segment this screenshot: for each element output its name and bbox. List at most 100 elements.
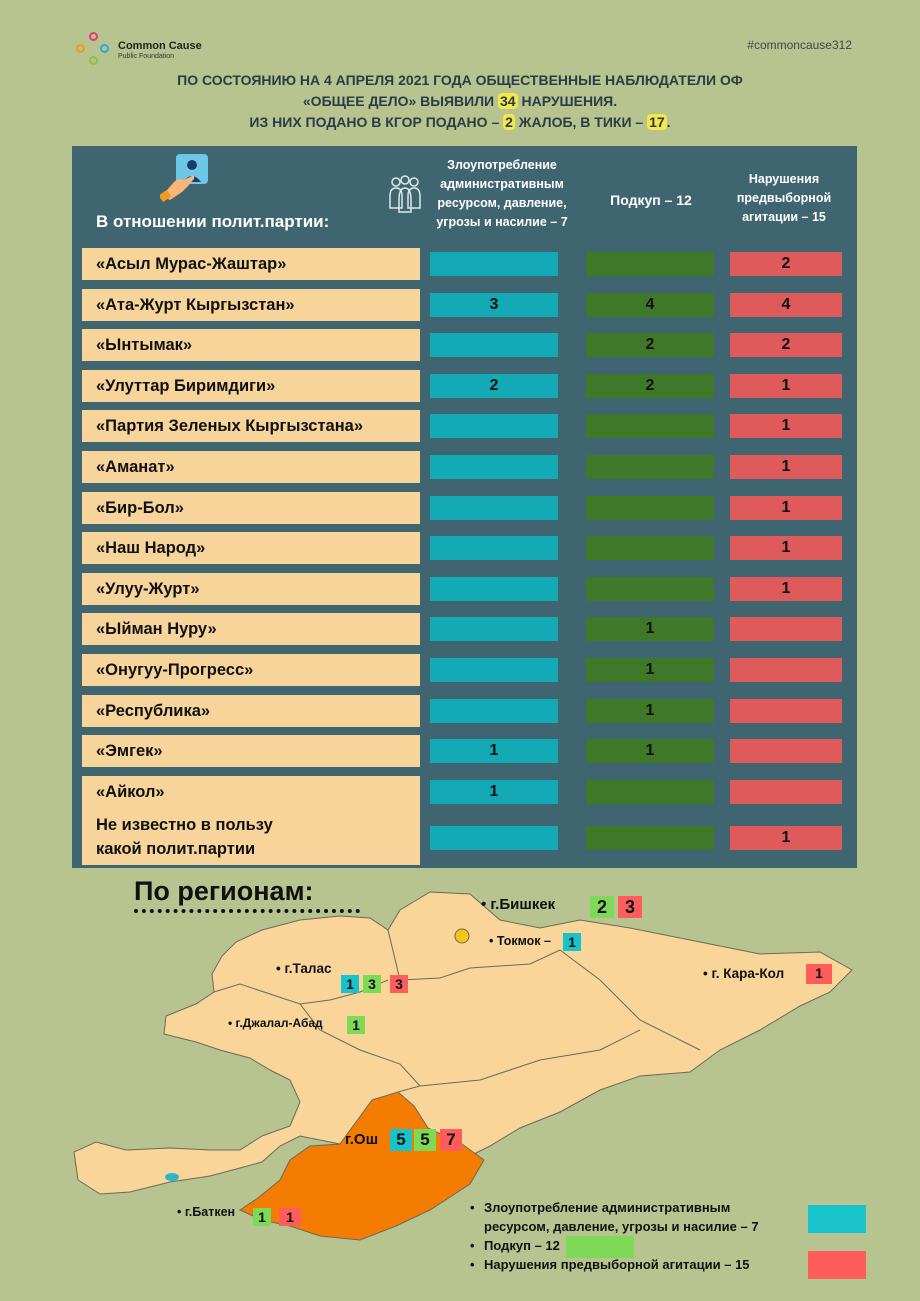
admin-resource-cell — [430, 658, 558, 682]
admin-resource-cell — [430, 496, 558, 520]
lake — [165, 1173, 179, 1181]
hashtag: #commoncause312 — [747, 38, 852, 52]
table-row: «Эмгек» 1 1 — [82, 735, 857, 767]
agitation-cell: 4 — [730, 293, 842, 317]
legend-admin-swatch — [808, 1205, 866, 1233]
logo: Common Cause Public Foundation — [76, 32, 202, 68]
headline-line-2: «ОБЩЕЕ ДЕЛО» ВЫЯВИЛИ 34 НАРУШЕНИЯ. — [302, 93, 618, 109]
agitation-cell — [730, 780, 842, 804]
legend: Злоупотребление административнымресурсом… — [470, 1198, 759, 1274]
table-header: В отношении полит.партии: Злоупотреблени… — [72, 146, 857, 240]
party-name: «Улуттар Биримдиги» — [82, 370, 420, 402]
regions-title: По регионам: — [134, 876, 314, 906]
headline-line-3: ИЗ НИХ ПОДАНО В КГОР ПОДАНО – 2 ЖАЛОБ, В… — [249, 114, 671, 130]
city-osh: г.Ош — [345, 1131, 379, 1148]
headline-line-1: ПО СОСТОЯНИЮ НА 4 АПРЕЛЯ 2021 ГОДА ОБЩЕС… — [177, 72, 743, 88]
party-name: «Бир-Бол» — [82, 492, 420, 524]
talas-bribery-badge: 3 — [363, 975, 381, 993]
bribery-cell — [586, 780, 714, 804]
admin-resource-column-header: Злоупотребление административным ресурсом,… — [436, 158, 568, 229]
batken-bribery-badge: 1 — [253, 1208, 271, 1226]
agitation-cell — [730, 658, 842, 682]
party-name: «Улуу-Журт» — [82, 573, 420, 605]
osh-agitation-badge: 7 — [440, 1129, 462, 1151]
party-name: «Партия Зеленых Кыргызстана» — [82, 410, 420, 442]
city-batken: • г.Баткен — [177, 1205, 236, 1219]
table-row: «Улуттар Биримдиги» 2 2 1 — [82, 370, 857, 402]
agitation-cell: 1 — [730, 455, 842, 479]
bribery-cell: 4 — [586, 293, 714, 317]
kyrgyzstan-map — [73, 891, 853, 1241]
table-row: «Республика» 1 — [82, 695, 857, 727]
party-name: «Айкол» — [82, 776, 420, 808]
admin-resource-cell: 3 — [430, 293, 558, 317]
admin-resource-cell — [430, 826, 558, 850]
admin-resource-cell: 1 — [430, 739, 558, 763]
admin-resource-cell — [430, 577, 558, 601]
bribery-cell: 1 — [586, 658, 714, 682]
party-name: «Аманат» — [82, 451, 420, 483]
party-name: «Ынтымак» — [82, 329, 420, 361]
agitation-cell: 1 — [730, 826, 842, 850]
city-jalalabad: • г.Джалал-Абад — [228, 1016, 323, 1030]
bribery-cell — [586, 496, 714, 520]
bribery-cell — [586, 536, 714, 560]
osh-bribery-badge: 5 — [414, 1129, 436, 1151]
admin-resource-cell — [430, 536, 558, 560]
bribery-cell: 2 — [586, 333, 714, 357]
bribery-cell: 2 — [586, 374, 714, 398]
agitation-column-header: Нарушения предвыборной агитации – 15 — [736, 172, 832, 224]
agitation-cell: 1 — [730, 536, 842, 560]
tiki-complaints-highlight: 17 — [647, 114, 667, 130]
agitation-cell — [730, 739, 842, 763]
agitation-cell: 2 — [730, 333, 842, 357]
admin-resource-cell: 1 — [430, 780, 558, 804]
bribery-cell — [586, 414, 714, 438]
city-talas: • г.Талас — [276, 961, 332, 976]
legend-admin-resource: Злоупотребление административнымресурсом… — [470, 1198, 759, 1236]
legend-agitation-swatch — [808, 1251, 866, 1279]
table-row: «Ынтымак» 2 2 — [82, 329, 857, 361]
table-row: «Наш Народ» 1 — [82, 532, 857, 564]
admin-resource-cell — [430, 699, 558, 723]
agitation-cell: 1 — [730, 496, 842, 520]
table-row: «Бир-Бол» 1 — [82, 492, 857, 524]
table-row: «Онугуу-Прогресс» 1 — [82, 654, 857, 686]
party-name: «Ыйман Нуру» — [82, 613, 420, 645]
party-name: «Онугуу-Прогресс» — [82, 654, 420, 686]
total-violations-highlight: 34 — [498, 93, 518, 109]
map-land — [73, 891, 853, 1195]
party-name: Не известно в пользу какой полит.партии — [82, 807, 420, 865]
admin-resource-cell: 2 — [430, 374, 558, 398]
osh-admin-badge: 5 — [390, 1129, 412, 1151]
agitation-cell: 2 — [730, 252, 842, 276]
bribery-cell: 1 — [586, 739, 714, 763]
talas-admin-badge: 1 — [341, 975, 359, 993]
admin-resource-cell — [430, 455, 558, 479]
agitation-cell: 1 — [730, 577, 842, 601]
party-name: «Асыл Мурас-Жаштар» — [82, 248, 420, 280]
bribery-cell — [586, 577, 714, 601]
hand-pointing-icon — [160, 154, 208, 202]
agitation-cell: 1 — [730, 374, 842, 398]
table-row: «Партия Зеленых Кыргызстана» 1 — [82, 410, 857, 442]
table-row-unknown: Не известно в пользу какой полит.партии 1 — [82, 807, 857, 865]
kgor-complaints-highlight: 2 — [503, 114, 515, 130]
table-row: «Ыйман Нуру» 1 — [82, 613, 857, 645]
bribery-cell — [586, 455, 714, 479]
table-row: «Ата-Журт Кыргызстан» 3 4 4 — [82, 289, 857, 321]
common-cause-logo-icon — [76, 32, 112, 68]
bribery-column-header: Подкуп – 12 — [610, 192, 692, 208]
table-row: «Асыл Мурас-Жаштар» 2 — [82, 248, 857, 280]
party-name: «Республика» — [82, 695, 420, 727]
karakol-agitation-badge: 1 — [806, 964, 832, 984]
admin-resource-cell — [430, 333, 558, 357]
headline: ПО СОСТОЯНИЮ НА 4 АПРЕЛЯ 2021 ГОДА ОБЩЕС… — [0, 70, 920, 133]
bishkek-bribery-badge: 2 — [590, 896, 614, 918]
party-name: «Ата-Журт Кыргызстан» — [82, 289, 420, 321]
table-row: «Аманат» 1 — [82, 451, 857, 483]
bishkek-agitation-badge: 3 — [618, 896, 642, 918]
talas-agitation-badge: 3 — [390, 975, 408, 993]
bribery-cell — [586, 826, 714, 850]
logo-subtitle: Public Foundation — [118, 52, 175, 60]
